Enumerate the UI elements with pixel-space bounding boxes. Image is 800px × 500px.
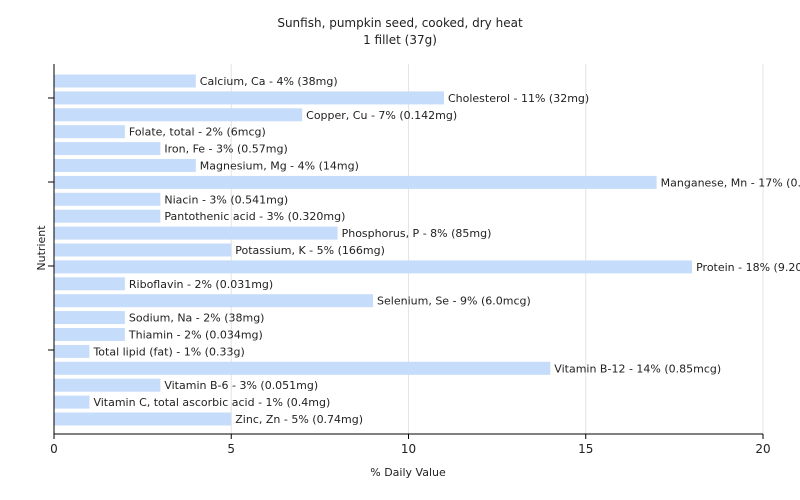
bar xyxy=(54,260,693,274)
x-axis-label: % Daily Value xyxy=(370,466,446,479)
bar-label: Phosphorus, P - 8% (85mg) xyxy=(342,227,492,240)
bar xyxy=(54,159,196,172)
bar-label: Selenium, Se - 9% (6.0mcg) xyxy=(377,295,531,308)
bar xyxy=(54,243,232,257)
x-tick-label: 15 xyxy=(578,442,593,456)
bar xyxy=(54,175,657,189)
bar xyxy=(54,395,90,409)
bar xyxy=(54,294,374,308)
bar xyxy=(54,344,90,358)
bar-label: Riboflavin - 2% (0.031mg) xyxy=(129,278,273,291)
bar xyxy=(54,91,444,105)
bar-label: Potassium, K - 5% (166mg) xyxy=(235,244,385,257)
bars: Calcium, Ca - 4% (38mg) Cholesterol - 11%… xyxy=(54,74,800,426)
chart-subtitle: 1 fillet (37g) xyxy=(363,33,437,47)
x-tick-label: 5 xyxy=(227,442,235,456)
bar-label: Iron, Fe - 3% (0.57mg) xyxy=(164,143,287,156)
bar-label: Total lipid (fat) - 1% (0.33g) xyxy=(92,345,244,358)
bar xyxy=(54,192,161,206)
bar-label: Calcium, Ca - 4% (38mg) xyxy=(200,75,338,88)
bar xyxy=(54,328,125,341)
bar xyxy=(54,142,161,156)
bar xyxy=(54,277,125,291)
bar-label: Sodium, Na - 2% (38mg) xyxy=(129,312,265,325)
bar xyxy=(54,226,338,240)
bar-label: Niacin - 3% (0.541mg) xyxy=(164,193,288,206)
bar-label: Pantothenic acid - 3% (0.320mg) xyxy=(164,210,345,223)
bar xyxy=(54,378,161,392)
bar xyxy=(54,311,125,325)
bar-label: Vitamin C, total ascorbic acid - 1% (0.4… xyxy=(93,396,330,409)
bar-label: Copper, Cu - 7% (0.142mg) xyxy=(306,109,457,122)
bar xyxy=(54,209,161,223)
bar xyxy=(54,125,125,139)
axes: 0 5 10 15 20 xyxy=(48,64,771,456)
bar xyxy=(54,74,196,88)
bar-label: Vitamin B-6 - 3% (0.051mg) xyxy=(164,379,318,392)
bar-label: Zinc, Zn - 5% (0.74mg) xyxy=(235,413,363,426)
chart-title: Sunfish, pumpkin seed, cooked, dry heat xyxy=(277,16,523,30)
bar-label: Magnesium, Mg - 4% (14mg) xyxy=(200,160,359,173)
bar xyxy=(54,361,551,375)
bar-label: Folate, total - 2% (6mcg) xyxy=(129,126,266,139)
x-tick-label: 10 xyxy=(401,442,416,456)
y-axis-label: Nutrient xyxy=(35,225,48,271)
bar-label: Thiamin - 2% (0.034mg) xyxy=(128,329,263,342)
bar xyxy=(54,412,232,426)
x-tick-label: 20 xyxy=(755,442,770,456)
bar-label: Protein - 18% (9.20g) xyxy=(696,261,800,274)
bar-label: Manganese, Mn - 17% (0.332mg) xyxy=(661,176,800,189)
bar-label: Vitamin B-12 - 14% (0.85mcg) xyxy=(554,362,721,375)
bar xyxy=(54,108,303,122)
bar-label: Cholesterol - 11% (32mg) xyxy=(448,92,589,105)
x-tick-label: 0 xyxy=(50,442,58,456)
